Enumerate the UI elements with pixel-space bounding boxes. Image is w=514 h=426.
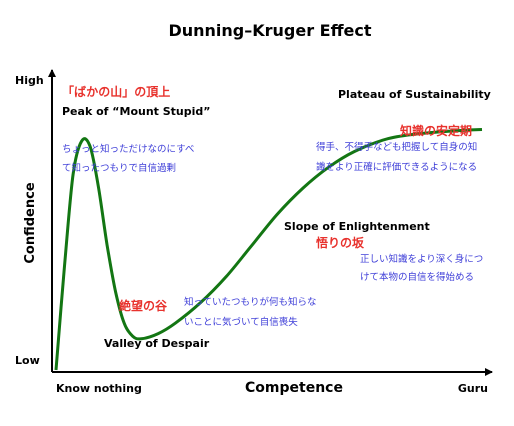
annotation-plateau-en-title: Plateau of Sustainability	[338, 88, 491, 101]
x-tick-guru: Guru	[458, 382, 488, 395]
y-tick-low: Low	[15, 354, 40, 367]
y-axis-label: Confidence	[23, 182, 38, 263]
annotation-slope-en-title: Slope of Enlightenment	[284, 220, 430, 233]
annotation-peak: 「ばかの山」の頂上 Peak of “Mount Stupid” ちょっと知った…	[62, 84, 211, 174]
x-axis-label: Competence	[245, 380, 343, 396]
annotation-peak-jp-title: 「ばかの山」の頂上	[62, 84, 170, 99]
annotation-valley-en-title: Valley of Despair	[104, 337, 210, 350]
annotation-slope-note-line2: けて本物の自信を得始める	[360, 271, 474, 283]
x-tick-know-nothing: Know nothing	[56, 382, 142, 395]
annotation-plateau-jp-title: 知識の安定期	[399, 123, 472, 138]
annotation-slope-note-line1: 正しい知識をより深く身につ	[360, 253, 483, 265]
chart-title: Dunning–Kruger Effect	[168, 21, 371, 40]
annotation-slope-jp-title: 悟りの坂	[316, 235, 365, 250]
annotation-plateau-note-line1: 得手、不得手なども把握して自身の知	[316, 141, 477, 153]
annotation-plateau-note-line2: 識をより正確に評価できるようになる	[316, 161, 477, 173]
annotation-peak-note-line1: ちょっと知っただけなのにすべ	[62, 143, 194, 155]
annotation-valley-note-line2: いことに気づいて自信喪失	[184, 316, 298, 328]
annotation-slope: Slope of Enlightenment 悟りの坂 正しい知識をより深く身に…	[284, 220, 483, 283]
y-tick-high: High	[15, 74, 44, 87]
annotation-peak-note-line2: て知ったつもりで自信過剰	[62, 162, 176, 174]
annotation-valley: 絶望の谷 Valley of Despair 知っていたつもりが何も知らな いこ…	[104, 296, 317, 350]
annotation-peak-en-title: Peak of “Mount Stupid”	[62, 105, 211, 118]
series-line	[54, 128, 483, 371]
annotation-plateau: Plateau of Sustainability 知識の安定期 得手、不得手な…	[316, 88, 491, 173]
annotation-valley-jp-title: 絶望の谷	[119, 298, 168, 313]
annotation-valley-note-line1: 知っていたつもりが何も知らな	[184, 296, 317, 308]
